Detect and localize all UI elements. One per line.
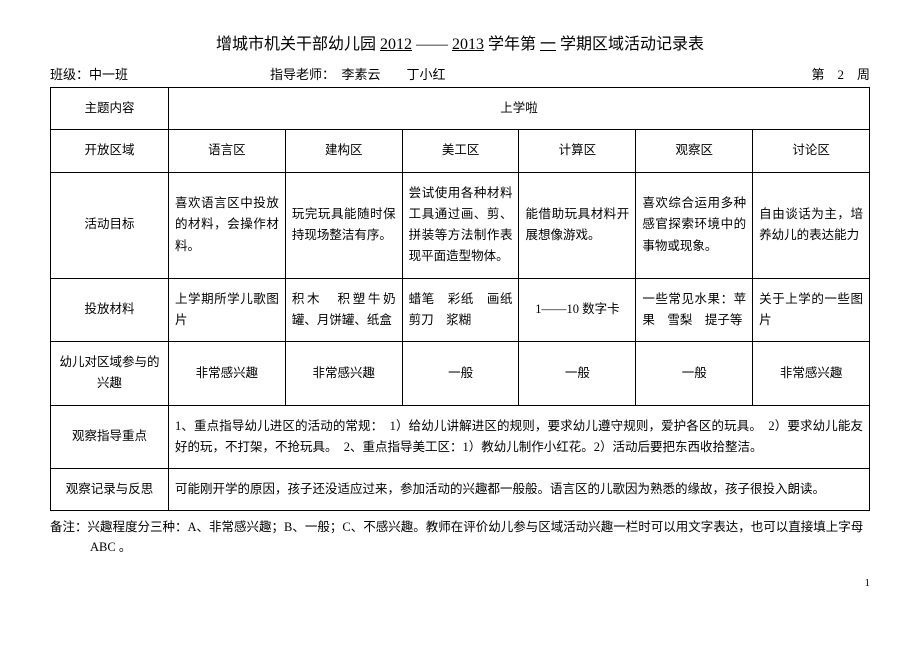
label-interest: 幼儿对区域参与的兴趣	[51, 342, 169, 406]
meta-row: 班级：中一班 指导老师： 李素云 丁小红 第 2 周	[50, 64, 870, 83]
title-prefix: 增城市机关干部幼儿园	[216, 36, 376, 53]
meta-week: 第 2 周	[750, 64, 870, 83]
mat-2: 积木 积塑牛奶罐、月饼罐、纸盒	[285, 278, 402, 342]
int-5: 一般	[636, 342, 753, 406]
label-materials: 投放材料	[51, 278, 169, 342]
goal-3: 尝试使用各种材料工具通过画、剪、拼装等方法制作表现平面造型物体。	[402, 172, 519, 278]
title-dash: ——	[416, 36, 448, 53]
page-number: 1	[50, 577, 870, 589]
zone-5: 观察区	[636, 130, 753, 172]
int-3: 一般	[402, 342, 519, 406]
mat-6: 关于上学的一些图片	[753, 278, 870, 342]
title-year1: 2012	[380, 36, 412, 53]
title-sem: 一	[540, 36, 556, 53]
label-focus: 观察指导重点	[51, 405, 169, 469]
mat-3: 蜡笔 彩纸 画纸剪刀 浆糊	[402, 278, 519, 342]
zone-6: 讨论区	[753, 130, 870, 172]
label-record: 观察记录与反思	[51, 469, 169, 511]
goal-5: 喜欢综合运用多种感官探索环境中的事物或现象。	[636, 172, 753, 278]
int-2: 非常感兴趣	[285, 342, 402, 406]
row-goals: 活动目标 喜欢语言区中投放的材料，会操作材料。 玩完玩具能随时保持现场整洁有序。…	[51, 172, 870, 278]
value-theme: 上学啦	[169, 88, 870, 130]
mat-5: 一些常见水果：苹果 雪梨 提子等	[636, 278, 753, 342]
label-openzone: 开放区域	[51, 130, 169, 172]
zone-4: 计算区	[519, 130, 636, 172]
meta-teacher: 指导老师： 李素云 丁小红	[270, 64, 750, 83]
zone-3: 美工区	[402, 130, 519, 172]
value-record: 可能刚开学的原因，孩子还没适应过来，参加活动的兴趣都一般般。语言区的儿歌因为熟悉…	[169, 469, 870, 511]
page-title: 增城市机关干部幼儿园 2012 —— 2013 学年第 一 学期区域活动记录表	[50, 30, 870, 54]
mat-1: 上学期所学儿歌图片	[169, 278, 286, 342]
row-materials: 投放材料 上学期所学儿歌图片 积木 积塑牛奶罐、月饼罐、纸盒 蜡笔 彩纸 画纸剪…	[51, 278, 870, 342]
meta-class: 班级：中一班	[50, 64, 270, 83]
row-focus: 观察指导重点 1、重点指导幼儿进区的活动的常规： 1）给幼儿讲解进区的规则，要求…	[51, 405, 870, 469]
row-interest: 幼儿对区域参与的兴趣 非常感兴趣 非常感兴趣 一般 一般 一般 非常感兴趣	[51, 342, 870, 406]
mat-4: 1——10 数字卡	[519, 278, 636, 342]
value-focus: 1、重点指导幼儿进区的活动的常规： 1）给幼儿讲解进区的规则，要求幼儿遵守规则，…	[169, 405, 870, 469]
goal-4: 能借助玩具材料开展想像游戏。	[519, 172, 636, 278]
int-4: 一般	[519, 342, 636, 406]
label-goal: 活动目标	[51, 172, 169, 278]
int-1: 非常感兴趣	[169, 342, 286, 406]
title-mid: 学年第	[488, 36, 536, 53]
goal-2: 玩完玩具能随时保持现场整洁有序。	[285, 172, 402, 278]
int-6: 非常感兴趣	[753, 342, 870, 406]
row-zones: 开放区域 语言区 建构区 美工区 计算区 观察区 讨论区	[51, 130, 870, 172]
label-theme: 主题内容	[51, 88, 169, 130]
activity-table: 主题内容 上学啦 开放区域 语言区 建构区 美工区 计算区 观察区 讨论区 活动…	[50, 87, 870, 511]
title-suffix: 学期区域活动记录表	[560, 36, 704, 53]
zone-2: 建构区	[285, 130, 402, 172]
row-theme: 主题内容 上学啦	[51, 88, 870, 130]
footnote: 备注：兴趣程度分三种：A、非常感兴趣；B、一般；C、不感兴趣。教师在评价幼儿参与…	[50, 517, 870, 557]
zone-1: 语言区	[169, 130, 286, 172]
title-year2: 2013	[452, 36, 484, 53]
goal-6: 自由谈话为主，培养幼儿的表达能力	[753, 172, 870, 278]
goal-1: 喜欢语言区中投放的材料，会操作材料。	[169, 172, 286, 278]
row-record: 观察记录与反思 可能刚开学的原因，孩子还没适应过来，参加活动的兴趣都一般般。语言…	[51, 469, 870, 511]
